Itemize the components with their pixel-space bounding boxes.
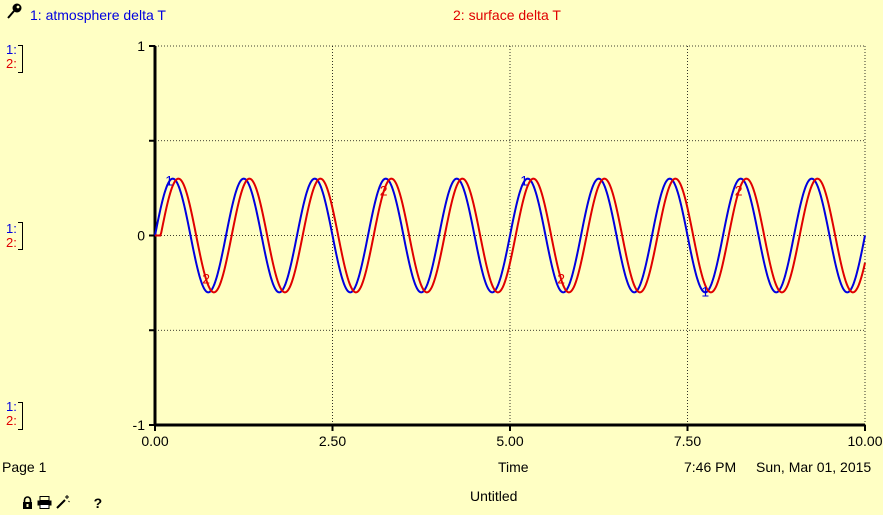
series-marker-1: 1 bbox=[701, 283, 709, 299]
scale-bracket-middle bbox=[18, 222, 23, 250]
scale-marker-series-2: 2: bbox=[6, 413, 17, 428]
scale-marker-series-1: 1: bbox=[6, 221, 17, 236]
series-lines bbox=[154, 177, 866, 294]
series-line-1 bbox=[154, 177, 866, 294]
page-label: Page 1 bbox=[2, 459, 47, 475]
scale-marker-series-2: 2: bbox=[6, 56, 17, 71]
scale-marker-top: 1: 2: bbox=[6, 43, 17, 71]
scale-marker-middle: 1: 2: bbox=[6, 222, 17, 250]
legend-series-1: 1: atmosphere delta T bbox=[30, 7, 166, 23]
x-tick-label: 7.50 bbox=[674, 433, 701, 449]
y-tick-label: -1 bbox=[133, 417, 146, 433]
axes bbox=[149, 45, 866, 431]
scale-marker-series-1: 1: bbox=[6, 42, 17, 57]
x-tick-label: 5.00 bbox=[496, 433, 523, 449]
series-marker-2: 2 bbox=[557, 270, 565, 286]
bottom-toolbar: ? bbox=[22, 495, 104, 511]
help-button[interactable]: ? bbox=[93, 495, 103, 511]
series-markers: 1 1 1 2 2 2 2 bbox=[165, 172, 742, 299]
y-tick-label: 0 bbox=[137, 228, 145, 244]
scale-marker-series-1: 1: bbox=[6, 399, 17, 414]
series-marker-1: 1 bbox=[165, 172, 173, 188]
tick-labels: 1 0 -10.00 2.50 5.00 7.50 10.00 bbox=[133, 38, 883, 449]
magic-wand-icon[interactable] bbox=[56, 495, 70, 509]
date-stamp: Sun, Mar 01, 2015 bbox=[756, 459, 872, 475]
scale-bracket-top bbox=[18, 45, 23, 73]
scale-bracket-bottom bbox=[18, 402, 23, 430]
series-marker-2: 2 bbox=[202, 270, 210, 286]
x-axis-label: Time bbox=[498, 459, 529, 475]
lock-icon[interactable] bbox=[22, 496, 33, 510]
series-line-2 bbox=[155, 177, 866, 294]
legend-series-2: 2: surface delta T bbox=[453, 7, 561, 23]
x-tick-label: 10.00 bbox=[847, 433, 882, 449]
scale-marker-series-2: 2: bbox=[6, 235, 17, 250]
x-tick-label: 0.00 bbox=[141, 433, 168, 449]
printer-icon[interactable] bbox=[37, 496, 52, 509]
series-marker-1: 1 bbox=[520, 172, 528, 188]
series-marker-2: 2 bbox=[380, 183, 388, 199]
document-title: Untitled bbox=[470, 488, 518, 504]
scale-marker-bottom: 1: 2: bbox=[6, 400, 17, 428]
time-stamp: 7:46 PM bbox=[684, 459, 737, 475]
x-tick-label: 2.50 bbox=[319, 433, 346, 449]
y-tick-label: 1 bbox=[137, 38, 145, 54]
series-marker-2: 2 bbox=[735, 183, 743, 199]
pin-icon[interactable] bbox=[6, 2, 24, 20]
time-series-chart: 1 1 1 2 2 2 2 1 0 -10.00 2.50 5.00 7.50 10.00 bbox=[133, 38, 883, 449]
